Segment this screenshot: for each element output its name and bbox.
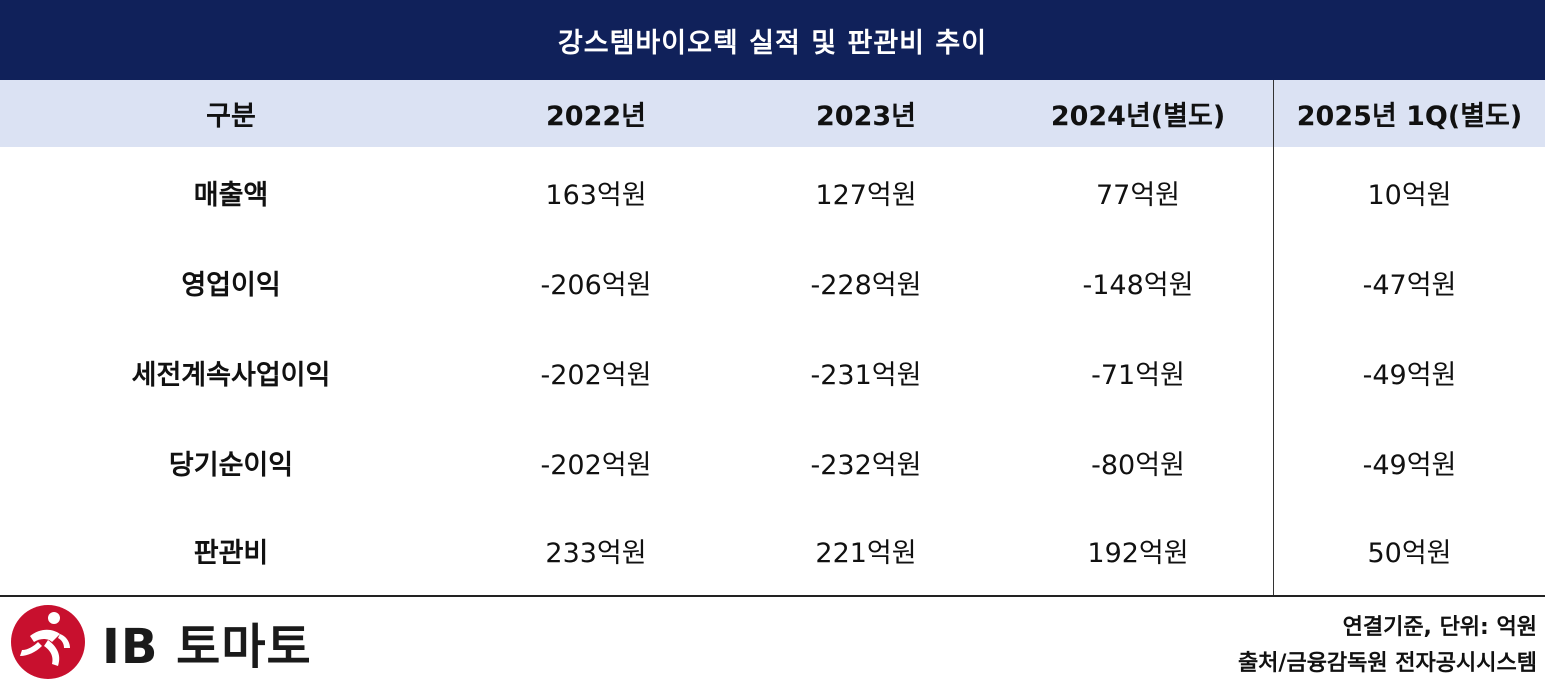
table-cell: 50억원 (1367, 537, 1452, 569)
source-note: 출처/금융감독원 전자공시시스템 (1237, 651, 1537, 676)
table-cell: -71억원 (1091, 359, 1185, 391)
table-cell: -231억원 (810, 359, 922, 391)
table-row: 매출액 163억원 127억원 77억원 10억원 (0, 147, 1545, 237)
table-cell: -232억원 (810, 449, 922, 481)
table-cell: 127억원 (815, 179, 917, 211)
table-cell: 163억원 (545, 179, 647, 211)
table-cell: -148억원 (1082, 269, 1194, 301)
table-row: 영업이익 -206억원 -228억원 -148억원 -47억원 (0, 237, 1545, 327)
table-cell: 10억원 (1367, 179, 1452, 211)
table-cell: -202억원 (540, 359, 652, 391)
table-cell: 77억원 (1095, 179, 1181, 211)
ib-tomato-logo: IB 토마토 (8, 602, 348, 682)
row-label: 판관비 (193, 537, 269, 569)
table-cell: 233억원 (545, 537, 647, 569)
table-cell: 221억원 (815, 537, 917, 569)
tomato-runner-icon (11, 605, 85, 679)
row-label: 매출액 (193, 179, 269, 211)
unit-note: 연결기준, 단위: 억원 (1342, 615, 1537, 640)
table-title: 강스템바이오텍 실적 및 판관비 추이 (0, 0, 1545, 80)
table-cell: -206억원 (540, 269, 652, 301)
table-row: 판관비 233억원 221억원 192억원 50억원 (0, 505, 1545, 595)
column-divider (1273, 80, 1274, 595)
table-cell: -80억원 (1091, 449, 1185, 481)
table-cell: -228억원 (810, 269, 922, 301)
table-cell: -202억원 (540, 449, 652, 481)
table-cell: -47억원 (1362, 269, 1457, 301)
table-row: 당기순이익 -202억원 -232억원 -80억원 -49억원 (0, 417, 1545, 507)
row-label: 당기순이익 (168, 449, 294, 481)
header-2022: 2022년 (546, 101, 646, 132)
table-bottom-border (0, 595, 1545, 597)
row-label: 세전계속사업이익 (131, 359, 331, 391)
header-category: 구분 (206, 101, 256, 132)
header-2023: 2023년 (816, 101, 916, 132)
header-2025-1q: 2025년 1Q(별도) (1296, 101, 1523, 132)
logo-wordmark: IB 토마토 (102, 619, 312, 675)
table-header-row: 구분 2022년 2023년 2024년(별도) 2025년 1Q(별도) (0, 80, 1545, 147)
table-row: 세전계속사업이익 -202억원 -231억원 -71억원 -49억원 (0, 327, 1545, 417)
header-2024: 2024년(별도) (1050, 101, 1226, 132)
table-cell: -49억원 (1362, 449, 1457, 481)
row-label: 영업이익 (181, 269, 281, 301)
table-cell: -49억원 (1362, 359, 1457, 391)
table-cell: 192억원 (1087, 537, 1189, 569)
